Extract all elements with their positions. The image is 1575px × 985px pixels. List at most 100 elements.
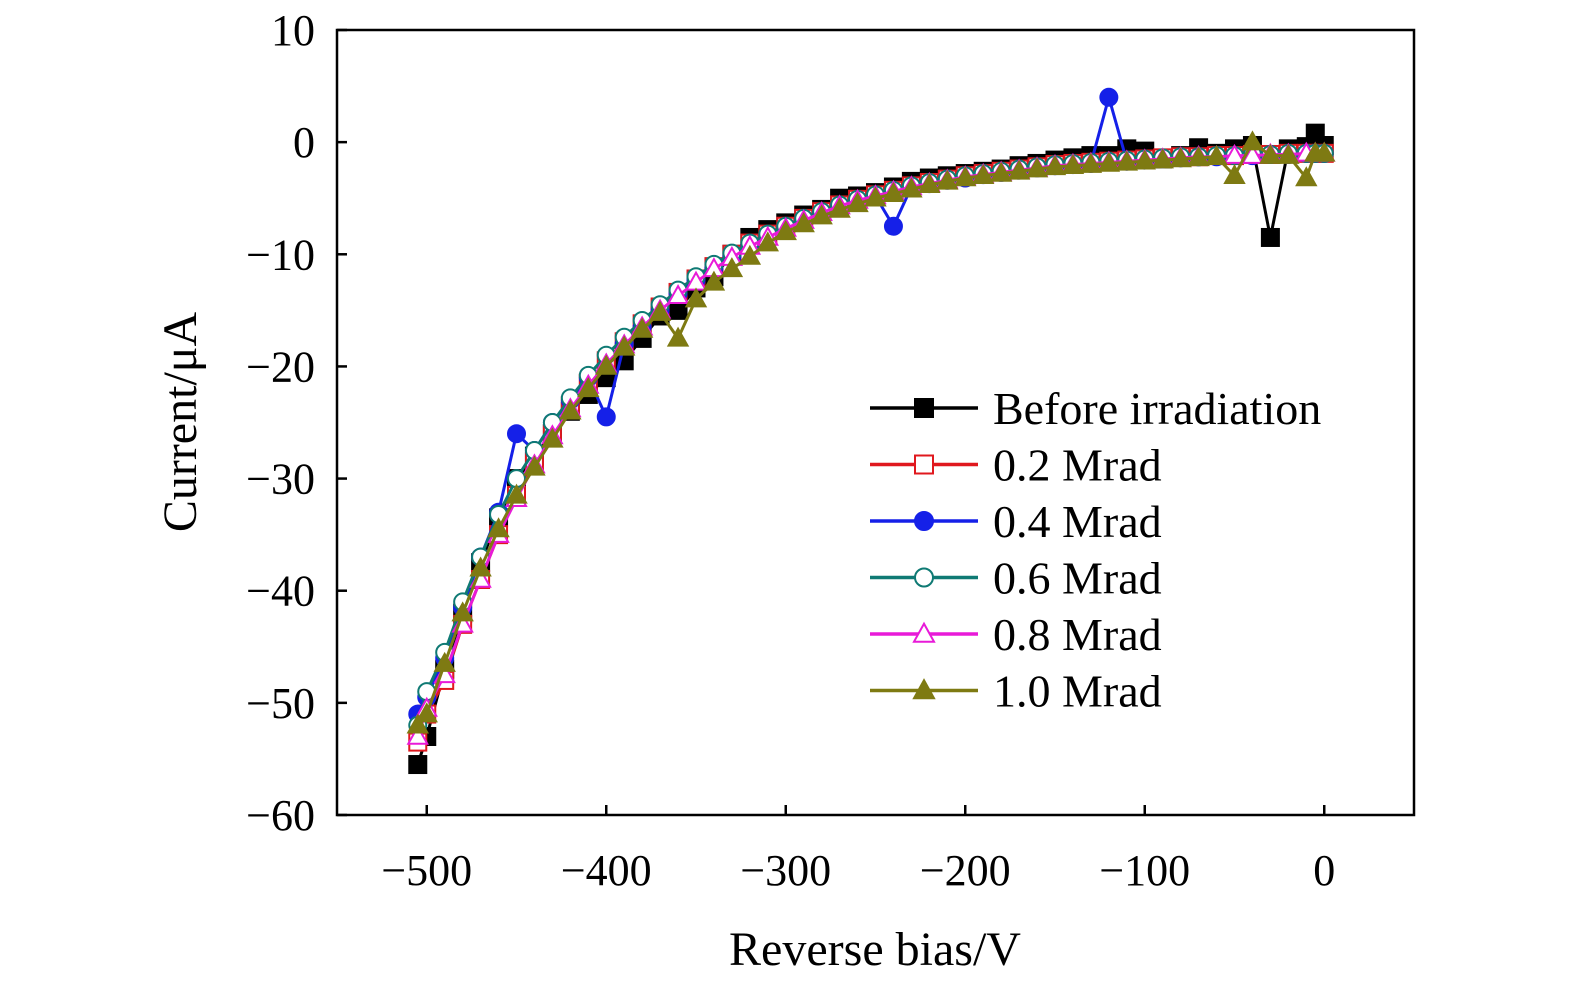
legend-item: 0.4 Mrad [870, 496, 1162, 547]
legend-item: 0.6 Mrad [870, 553, 1162, 604]
legend-item: 0.2 Mrad [870, 440, 1162, 491]
data-point [406, 713, 429, 734]
data-point [1133, 149, 1156, 170]
data-point [883, 216, 903, 236]
data-point [1097, 151, 1121, 172]
data-point [774, 220, 797, 241]
series-line [416, 131, 1326, 765]
data-point [1007, 159, 1031, 180]
data-point [1043, 155, 1067, 176]
data-point [1115, 150, 1139, 171]
data-point [989, 161, 1013, 182]
data-point [900, 177, 923, 198]
data-point [415, 702, 438, 723]
data-point [1187, 146, 1210, 167]
legend-swatch-marker [914, 454, 934, 475]
data-point [846, 192, 869, 213]
data-point [666, 326, 690, 347]
y-tick-label: 10 [271, 6, 315, 55]
data-point [1169, 147, 1192, 168]
x-tick-label: −100 [1099, 846, 1190, 895]
data-point [936, 169, 959, 190]
data-point [1295, 166, 1318, 187]
data-point [612, 335, 636, 356]
x-tick-label: 0 [1313, 846, 1335, 895]
legend-label: Before irradiation [993, 383, 1321, 434]
legend-item: 1.0 Mrad [870, 666, 1162, 717]
data-point [1061, 153, 1085, 174]
x-axis-ticks: −500 −400 −300 −200 −100 0 [381, 805, 1335, 895]
data-point [559, 399, 582, 420]
series-line [416, 151, 1325, 743]
data-point [1099, 87, 1119, 107]
legend-label: 1.0 Mrad [993, 666, 1162, 717]
y-tick-label: −10 [246, 230, 315, 279]
data-point [1260, 227, 1280, 247]
legend-swatch-marker [914, 567, 934, 588]
data-point [756, 231, 780, 252]
data-point [595, 354, 618, 375]
data-point [1025, 157, 1049, 178]
data-point [541, 427, 564, 448]
data-point [864, 186, 887, 207]
data-point [810, 204, 833, 225]
data-point [1259, 143, 1282, 164]
data-point [487, 517, 510, 538]
legend-label: 0.4 Mrad [993, 496, 1162, 547]
plot-frame [335, 28, 1416, 817]
data-point [408, 755, 428, 775]
data-point [1223, 164, 1246, 185]
data-point [406, 724, 429, 745]
legend-swatch-marker [912, 678, 936, 700]
data-point [971, 164, 995, 185]
data-point [1079, 152, 1103, 173]
data-point [828, 197, 851, 218]
data-point [1241, 130, 1264, 151]
y-axis-label: Current/μA [154, 311, 207, 532]
data-point [469, 556, 492, 577]
data-point [433, 651, 456, 672]
legend-item: Before irradiation [870, 383, 1321, 434]
data-point [882, 181, 905, 202]
data-point [918, 173, 941, 194]
legend-swatch-marker [912, 621, 936, 643]
data-point [1223, 143, 1246, 164]
data-point [684, 287, 708, 308]
data-point [1205, 144, 1228, 165]
y-tick-label: −30 [246, 455, 315, 504]
x-tick-label: −300 [740, 846, 831, 895]
legend-swatch-marker [914, 511, 934, 531]
legend-label: 0.2 Mrad [993, 440, 1162, 491]
series-layer [406, 87, 1336, 775]
legend-swatch-marker [914, 398, 934, 418]
series-6 [406, 130, 1336, 734]
data-point [954, 166, 977, 187]
data-point [738, 244, 762, 265]
data-point [505, 483, 528, 504]
x-tick-label: −500 [381, 846, 472, 895]
y-axis-ticks: 10 0 −10 −20 −30 −40 −50 −60 [246, 6, 347, 840]
data-point [1241, 143, 1264, 164]
data-point [1151, 148, 1174, 169]
data-point [451, 601, 474, 622]
data-point [720, 257, 744, 278]
data-point [648, 300, 672, 321]
x-tick-label: −400 [561, 846, 652, 895]
x-axis-label: Reverse bias/V [729, 923, 1021, 976]
data-point [666, 284, 690, 305]
legend-label: 0.8 Mrad [993, 609, 1162, 660]
data-point [792, 212, 815, 233]
legend-item: 0.8 Mrad [870, 609, 1162, 660]
data-point [702, 270, 726, 291]
data-point [668, 300, 688, 320]
data-point [1277, 143, 1300, 164]
data-point [630, 317, 654, 338]
data-point [1313, 141, 1336, 162]
data-point [596, 407, 616, 427]
y-tick-label: −60 [246, 791, 315, 840]
y-tick-label: −50 [246, 679, 315, 728]
legend-label: 0.6 Mrad [993, 553, 1162, 604]
data-point [577, 377, 600, 398]
